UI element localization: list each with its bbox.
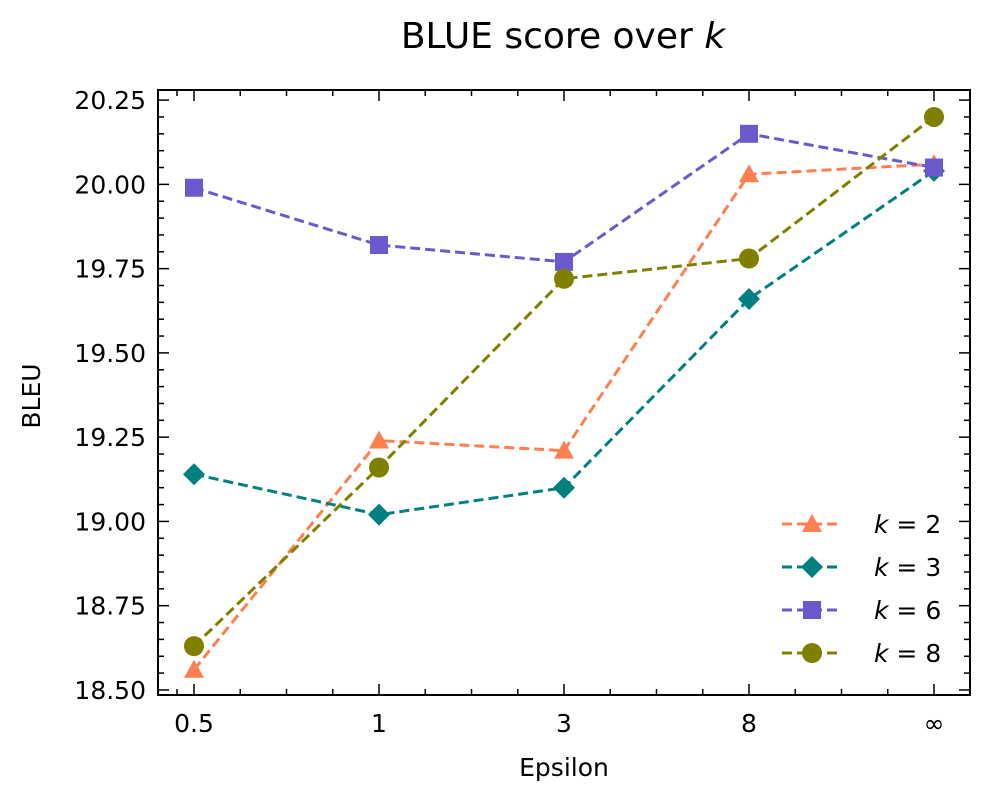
y-tick-labels: 18.50 18.75 19.00 19.25 19.50 19.75 20.00 20.25 bbox=[74, 86, 146, 705]
x-tick-labels: 0.5 1 3 8 ∞ bbox=[174, 709, 944, 738]
data-point bbox=[740, 124, 758, 143]
series-diamond bbox=[183, 159, 945, 526]
series-square bbox=[185, 124, 943, 271]
data-point bbox=[368, 503, 390, 526]
legend-label-eq: = 8 bbox=[888, 639, 941, 668]
y-tick-label: 20.25 bbox=[74, 86, 146, 115]
legend-label: k = 8 bbox=[874, 639, 941, 668]
x-tick-label: 3 bbox=[556, 709, 572, 738]
data-point bbox=[370, 236, 388, 255]
legend-label-var: k bbox=[874, 510, 890, 539]
x-tick-label: ∞ bbox=[924, 709, 945, 738]
legend-label: k = 3 bbox=[874, 553, 941, 582]
data-point bbox=[924, 106, 944, 127]
data-point bbox=[925, 158, 943, 177]
y-tick-label: 20.00 bbox=[74, 170, 146, 199]
legend-marker bbox=[803, 601, 821, 619]
data-point bbox=[369, 430, 389, 449]
legend-label-eq: = 3 bbox=[888, 553, 941, 582]
data-point bbox=[369, 457, 389, 478]
series-triangle bbox=[184, 154, 944, 678]
legend-label-eq: = 2 bbox=[888, 510, 941, 539]
data-point bbox=[738, 287, 760, 310]
series-line bbox=[193, 169, 935, 517]
legend-label-var: k bbox=[874, 596, 890, 625]
legend-item: k = 6 bbox=[782, 596, 941, 625]
legend-marker bbox=[801, 556, 823, 578]
series-circle bbox=[184, 106, 944, 657]
series-line bbox=[192, 115, 935, 648]
data-point bbox=[185, 178, 203, 197]
legend-label-eq: = 6 bbox=[888, 596, 941, 625]
data-point bbox=[739, 164, 759, 183]
data-point bbox=[553, 476, 575, 499]
legend-item: k = 2 bbox=[782, 510, 941, 539]
x-tick-label: 1 bbox=[371, 709, 387, 738]
chart-title-var: k bbox=[704, 16, 727, 57]
legend-label: k = 2 bbox=[874, 510, 941, 539]
y-axis-label: BLEU bbox=[17, 363, 46, 428]
plot-frame bbox=[157, 89, 971, 696]
legend-item: k = 3 bbox=[782, 553, 941, 582]
data-point bbox=[184, 659, 204, 678]
data-point bbox=[183, 463, 205, 486]
y-tick-label: 19.25 bbox=[74, 423, 146, 452]
y-tick-label: 18.50 bbox=[74, 676, 146, 705]
y-tick-label: 19.50 bbox=[74, 339, 146, 368]
legend-item: k = 8 bbox=[782, 639, 941, 668]
chart-title: BLUE score over k bbox=[401, 16, 727, 57]
data-point bbox=[184, 636, 204, 657]
y-tick-label: 19.00 bbox=[74, 507, 146, 536]
series-line bbox=[193, 132, 935, 264]
series-layer bbox=[183, 106, 945, 678]
data-point bbox=[555, 252, 573, 271]
y-tick-label: 18.75 bbox=[74, 592, 146, 621]
x-tick-label: 8 bbox=[741, 709, 757, 738]
series-line bbox=[192, 162, 935, 671]
legend-marker bbox=[802, 643, 822, 663]
legend: k = 2k = 3k = 6k = 8 bbox=[782, 510, 941, 668]
legend-marker bbox=[802, 514, 822, 532]
legend-label-var: k bbox=[874, 553, 890, 582]
legend-label: k = 6 bbox=[874, 596, 941, 625]
chart-title-main: BLUE score over bbox=[401, 16, 704, 57]
y-tick-label: 19.75 bbox=[74, 255, 146, 284]
x-axis-label: Epsilon bbox=[519, 753, 609, 782]
data-point bbox=[739, 248, 759, 269]
data-point bbox=[554, 268, 574, 289]
legend-label-var: k bbox=[874, 639, 890, 668]
x-tick-label: 0.5 bbox=[174, 709, 214, 738]
data-point bbox=[554, 440, 574, 459]
